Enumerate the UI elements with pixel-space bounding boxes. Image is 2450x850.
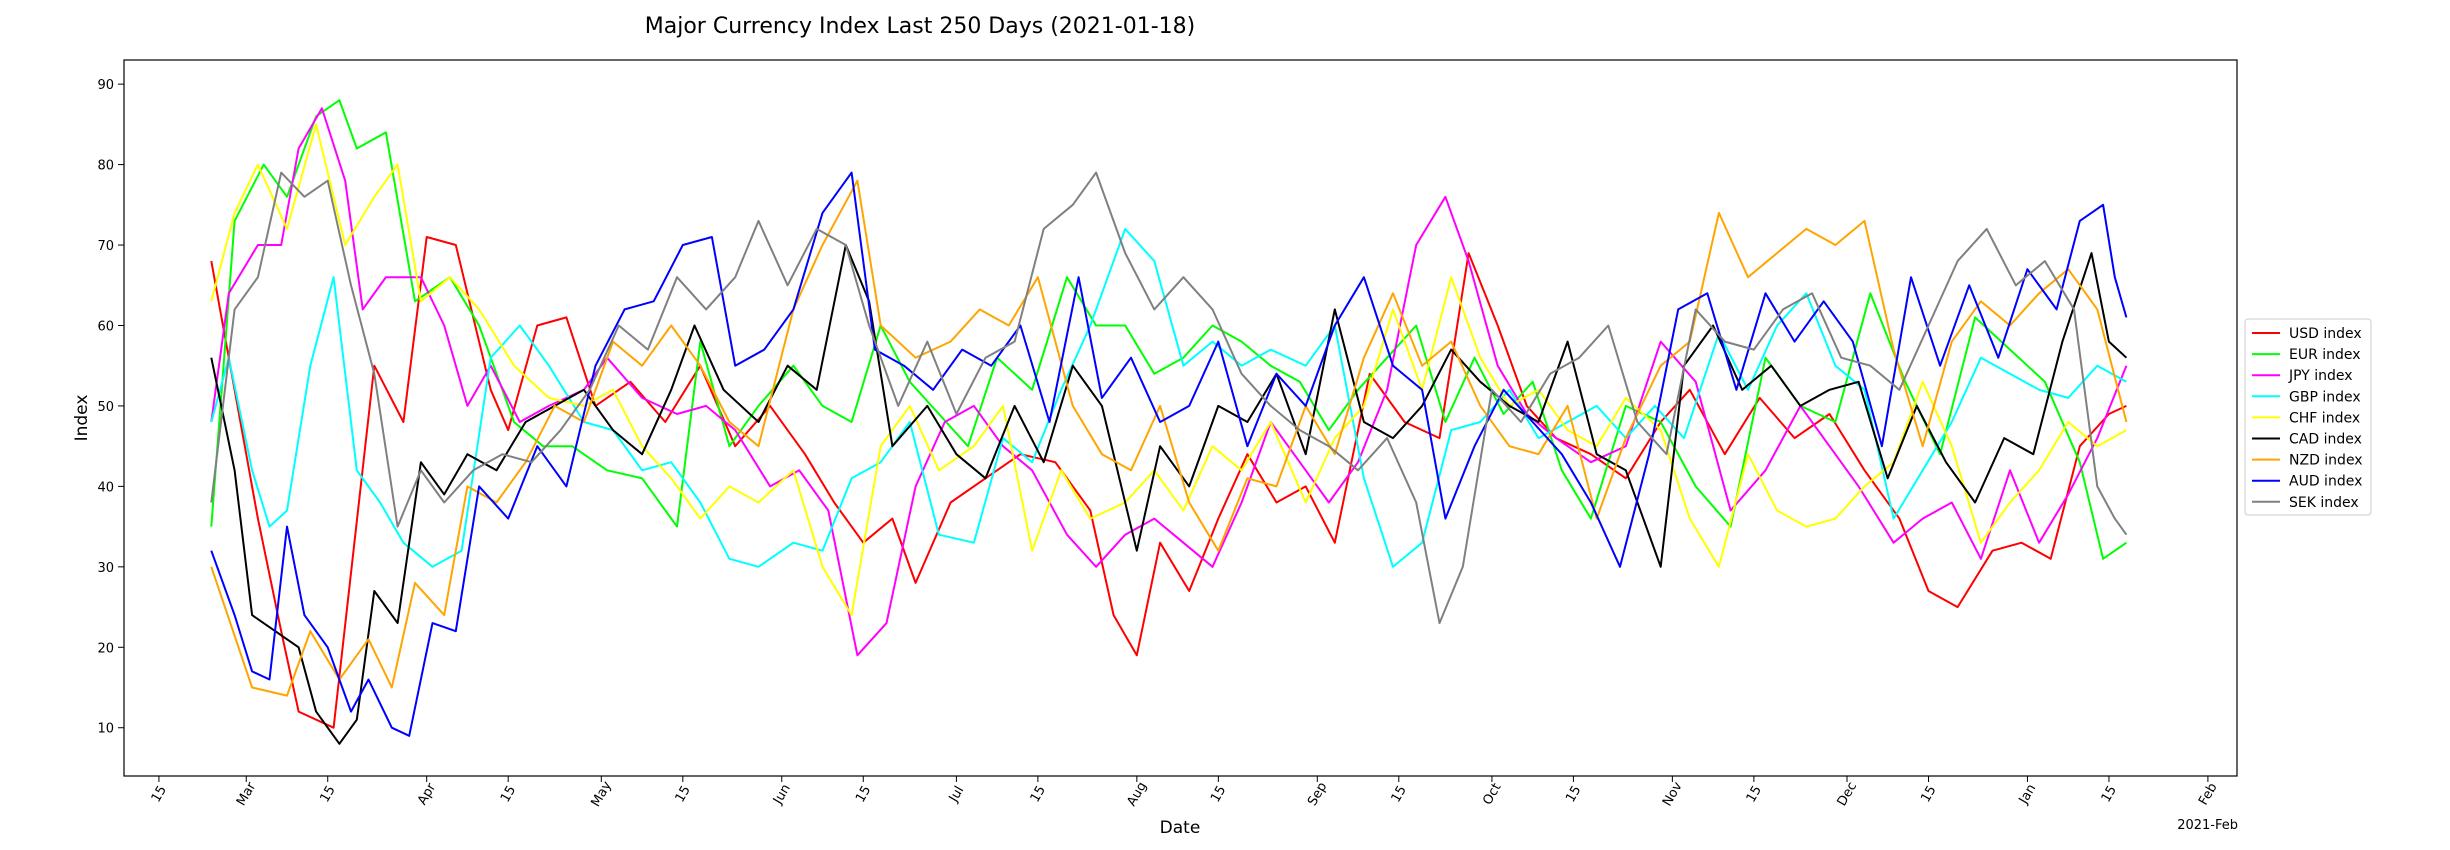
legend-entry-label: USD index — [2289, 326, 2362, 342]
y-tick-label: 80 — [97, 159, 114, 174]
y-tick-label: 40 — [97, 480, 114, 495]
legend-entry-label: EUR index — [2289, 347, 2361, 363]
x-tick-label: 15 — [1208, 783, 1229, 805]
x-tick-label: 15 — [1028, 783, 1049, 805]
series-line-aud — [210, 171, 2128, 737]
x-tick-label: Jul — [946, 784, 967, 806]
y-tick-label: 50 — [97, 400, 114, 415]
x-tick-label: 15 — [318, 783, 339, 805]
y-tick-label: 70 — [97, 239, 114, 254]
x-tick-label: 15 — [149, 783, 170, 805]
y-axis: 10 20 30 40 50 60 70 80 90 — [97, 78, 124, 737]
y-tick-label: 20 — [97, 641, 114, 656]
legend-entry-label: JPY index — [2288, 368, 2353, 384]
legend-entry-label: CHF index — [2289, 410, 2360, 426]
x-tick-label: 15 — [1918, 783, 1939, 805]
plot-frame — [123, 59, 2238, 777]
legend-box — [2244, 318, 2372, 516]
x-tick-label: 15 — [673, 783, 694, 805]
x-axis-offset-label: 2021-Feb — [2177, 818, 2238, 833]
legend: USD index EUR index JPY index GBP index CHF … — [2244, 318, 2372, 516]
x-tick-label: 15 — [1563, 783, 1584, 805]
series-line-cad — [210, 244, 2128, 745]
x-tick-label: 15 — [2099, 783, 2120, 805]
legend-entry-label: AUD index — [2289, 474, 2362, 490]
x-axis-label: Date — [1160, 818, 1201, 838]
y-tick-label: 30 — [97, 561, 114, 576]
x-tick-label: 15 — [498, 783, 519, 805]
chart-title: Major Currency Index Last 250 Days (2021… — [645, 14, 1195, 39]
series-layer — [210, 99, 2128, 745]
series-line-sek — [210, 171, 2128, 625]
series-line-usd — [210, 236, 2127, 729]
y-tick-label: 10 — [97, 722, 114, 737]
legend-entry-label: SEK index — [2289, 495, 2359, 511]
y-tick-label: 60 — [97, 319, 114, 334]
legend-entry-label: GBP index — [2289, 389, 2361, 405]
y-tick-label: 90 — [97, 78, 114, 93]
y-axis-label: Index — [72, 395, 92, 442]
x-tick-label: 15 — [1744, 783, 1765, 805]
legend-entry-label: CAD index — [2289, 432, 2362, 448]
x-tick-label: 15 — [1389, 783, 1410, 805]
series-line-chf — [210, 123, 2127, 617]
x-tick-label: 15 — [853, 783, 874, 805]
legend-entry-label: NZD index — [2289, 453, 2363, 469]
series-line-nzd — [210, 179, 2128, 697]
